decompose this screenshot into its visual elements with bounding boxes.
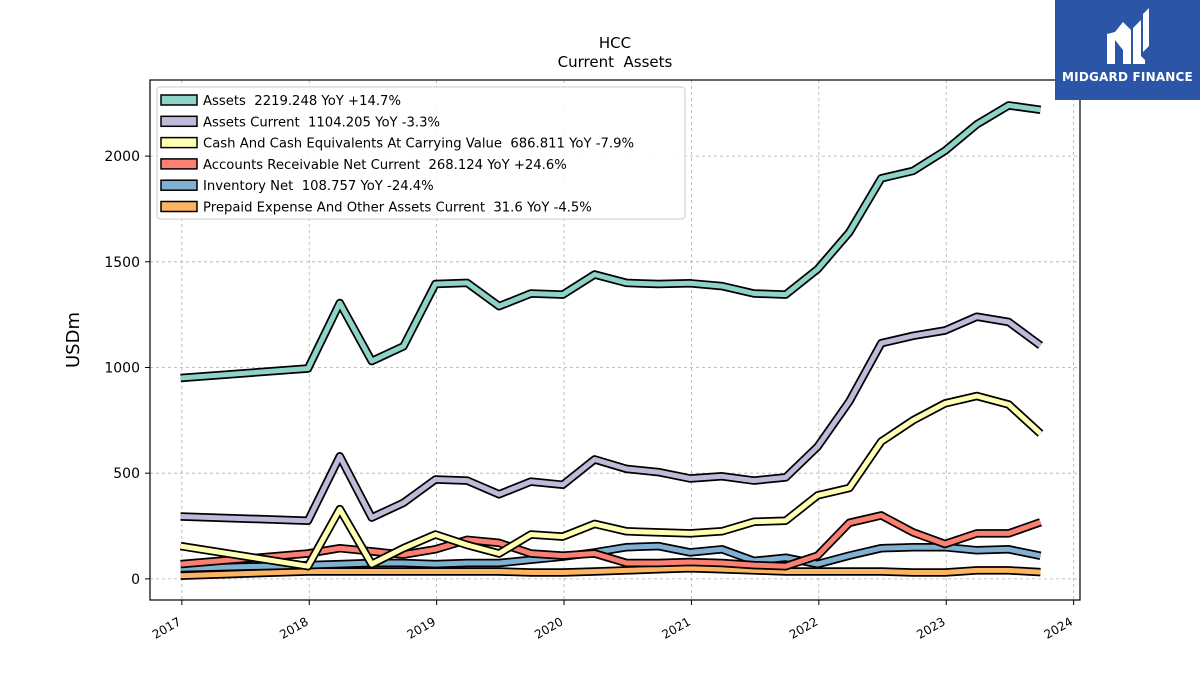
series-line-5 bbox=[180, 564, 1041, 580]
series-stroke bbox=[180, 543, 1042, 571]
series-line-1 bbox=[180, 312, 1044, 525]
chart-title: HCC bbox=[599, 34, 631, 52]
series-line-4 bbox=[180, 541, 1042, 573]
series-stroke bbox=[180, 314, 1042, 524]
y-tick-label: 1000 bbox=[104, 360, 140, 376]
x-tick-label: 2023 bbox=[914, 614, 947, 641]
legend-swatch bbox=[160, 136, 198, 149]
y-tick-label: 1500 bbox=[104, 255, 140, 271]
series-line-0 bbox=[180, 101, 1042, 383]
series-stroke bbox=[180, 565, 1041, 579]
y-axis: 0 500 1000 1500 2000 bbox=[104, 149, 150, 588]
logo-text: MIDGARD FINANCE bbox=[1062, 70, 1193, 84]
y-tick-label: 2000 bbox=[104, 149, 140, 165]
chart-subtitle: Current Assets bbox=[558, 53, 673, 71]
series-stroke bbox=[180, 393, 1043, 569]
series-line-3 bbox=[180, 511, 1042, 571]
legend-label: Assets Current 1104.205 YoY -3.3% bbox=[203, 115, 440, 130]
legend-label: Assets 2219.248 YoY +14.7% bbox=[203, 94, 401, 109]
legend-box bbox=[156, 86, 686, 220]
x-tick-label: 2018 bbox=[277, 614, 310, 641]
legend-swatch bbox=[160, 115, 198, 128]
series-line-2 bbox=[179, 391, 1044, 571]
legend-swatch bbox=[160, 158, 198, 170]
legend: Assets 2219.248 YoY +14.7% Assets Current… bbox=[156, 86, 686, 220]
series-stroke bbox=[180, 512, 1042, 569]
legend-label: Accounts Receivable Net Current 268.124 … bbox=[203, 158, 567, 173]
legend-swatch bbox=[160, 94, 198, 106]
x-tick-label: 2017 bbox=[150, 614, 183, 641]
brand-logo: MIDGARD FINANCE bbox=[1055, 0, 1200, 100]
legend-swatch bbox=[160, 179, 198, 191]
x-tick-label: 2020 bbox=[532, 614, 565, 641]
x-tick-label: 2024 bbox=[1042, 614, 1075, 641]
legend-label: Prepaid Expense And Other Assets Current… bbox=[203, 201, 592, 216]
x-axis: 2017 2018 2019 2020 2021 2022 2023 2024 bbox=[150, 600, 1075, 642]
legend-label: Inventory Net 108.757 YoY -24.4% bbox=[203, 179, 434, 194]
y-tick-label: 0 bbox=[131, 572, 140, 588]
x-tick-label: 2021 bbox=[659, 614, 692, 641]
x-tick-label: 2022 bbox=[787, 614, 820, 641]
x-tick-label: 2019 bbox=[405, 614, 438, 641]
plot-frame bbox=[149, 79, 1081, 601]
series-layer bbox=[179, 101, 1044, 580]
legend-label: Cash And Cash Equivalents At Carrying Va… bbox=[203, 137, 634, 152]
y-tick-label: 500 bbox=[113, 466, 140, 482]
logo-mark-icon bbox=[1107, 8, 1149, 64]
series-stroke bbox=[180, 102, 1041, 381]
y-axis-label: USDm bbox=[63, 312, 84, 368]
legend-swatch bbox=[160, 200, 198, 213]
